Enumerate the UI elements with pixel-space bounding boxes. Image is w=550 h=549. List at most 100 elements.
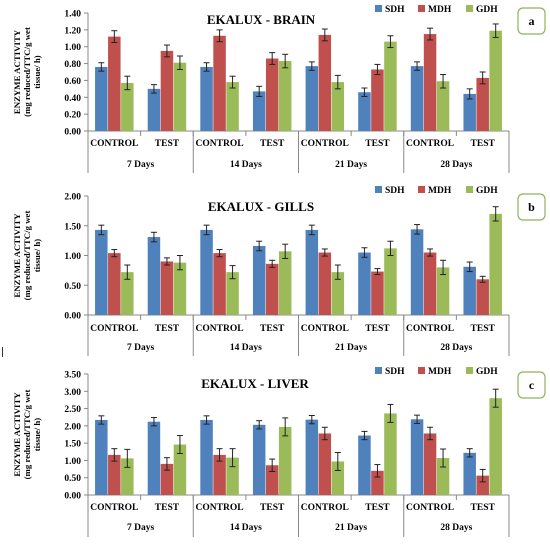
bar-sdh bbox=[463, 93, 476, 131]
legend-label-mdh: MDH bbox=[428, 367, 452, 377]
legend-label-sdh: SDH bbox=[385, 367, 405, 377]
bar-sdh bbox=[305, 419, 319, 495]
bar-sdh bbox=[358, 252, 371, 315]
bar-mdh bbox=[423, 34, 437, 132]
bar-gdh bbox=[331, 82, 345, 131]
y-tick-label: 1.00 bbox=[64, 43, 81, 53]
chart-panel-brain: 0.00 0.20 0.40 0.60 0.80 1.00 1.20 1.40 ENZYME A… bbox=[0, 0, 550, 178]
bar-sdh bbox=[95, 66, 108, 131]
bar-gdh bbox=[278, 61, 292, 131]
y-axis-label-line: ENZYME ACTIVITY bbox=[12, 392, 22, 477]
x-group-label: 21 Days bbox=[335, 523, 367, 533]
bar-sdh bbox=[410, 229, 424, 315]
x-category-label: CONTROL bbox=[301, 324, 349, 334]
bar-sdh bbox=[95, 229, 108, 315]
x-group-label: 14 Days bbox=[230, 343, 262, 353]
legend-swatch-sdh bbox=[375, 5, 382, 12]
bar-sdh bbox=[200, 229, 213, 315]
y-tick-label: 0.00 bbox=[64, 312, 81, 322]
bar-gdh bbox=[489, 213, 502, 315]
y-tick-label: 0.50 bbox=[64, 474, 81, 484]
legend-label-sdh: SDH bbox=[385, 186, 405, 196]
bar-gdh bbox=[489, 30, 502, 132]
x-category-label: TEST bbox=[471, 324, 496, 334]
x-category-label: CONTROL bbox=[196, 324, 244, 334]
y-tick-label: 0.80 bbox=[64, 60, 81, 70]
legend-swatch-sdh bbox=[375, 186, 382, 193]
legend-swatch-mdh bbox=[418, 186, 425, 193]
y-tick-label: 2.00 bbox=[64, 422, 81, 432]
y-axis-label-line: tissue/ h) bbox=[32, 418, 42, 452]
bar-mdh bbox=[108, 36, 121, 131]
bar-gdh bbox=[121, 272, 134, 315]
x-group-label: 21 Days bbox=[335, 160, 367, 170]
legend-swatch-mdh bbox=[418, 5, 425, 12]
panel-label-text: b bbox=[528, 200, 535, 214]
bar-mdh bbox=[371, 470, 384, 495]
bar-sdh bbox=[358, 435, 371, 495]
x-category-label: TEST bbox=[365, 324, 390, 334]
bar-mdh bbox=[423, 252, 437, 315]
legend-swatch-mdh bbox=[418, 367, 425, 374]
legend-swatch-sdh bbox=[375, 367, 382, 374]
bar-sdh bbox=[252, 424, 266, 495]
y-tick-label: 1.00 bbox=[64, 457, 81, 467]
bar-gdh bbox=[226, 82, 239, 131]
chart-title: EKALUX - LIVER bbox=[201, 376, 309, 391]
x-category-label: CONTROL bbox=[406, 324, 454, 334]
bar-gdh bbox=[121, 82, 134, 131]
y-axis-label-line: tissue/ h) bbox=[32, 239, 42, 273]
x-group-label: 7 Days bbox=[127, 160, 154, 170]
bar-gdh bbox=[278, 251, 292, 315]
bar-sdh bbox=[305, 229, 319, 315]
x-category-label: TEST bbox=[365, 503, 390, 513]
x-group-label: 14 Days bbox=[230, 523, 262, 533]
panel-label-badge bbox=[517, 7, 546, 35]
y-axis-label-line: (mg reduced/TTC/g wet bbox=[22, 211, 32, 301]
bar-mdh bbox=[160, 463, 174, 495]
bar-mdh bbox=[108, 253, 121, 315]
bar-mdh bbox=[108, 454, 121, 495]
bar-mdh bbox=[265, 58, 279, 132]
x-category-label: TEST bbox=[471, 503, 496, 513]
legend-label-mdh: MDH bbox=[428, 5, 452, 15]
x-category-label: CONTROL bbox=[90, 139, 138, 149]
y-axis-label-line: tissue/ h) bbox=[32, 55, 42, 89]
bar-gdh bbox=[121, 458, 134, 495]
bar-sdh bbox=[147, 421, 161, 495]
chart-title: EKALUX - GILLS bbox=[208, 199, 314, 214]
legend-label-gdh: GDH bbox=[476, 5, 498, 15]
chart-title: EKALUX - BRAIN bbox=[207, 12, 316, 27]
x-group-label: 14 Days bbox=[230, 160, 262, 170]
x-category-label: TEST bbox=[260, 324, 285, 334]
bar-mdh bbox=[318, 252, 332, 315]
y-tick-label: 0.00 bbox=[64, 128, 81, 138]
x-category-label: TEST bbox=[365, 139, 390, 149]
bar-sdh bbox=[410, 66, 424, 131]
panel-label-text: a bbox=[529, 14, 535, 28]
bar-sdh bbox=[252, 245, 266, 315]
chart-panel-gills: 0.00 0.50 1.00 1.50 2.00 ENZYME ACTIVITY (mg r… bbox=[0, 180, 550, 358]
legend-label-mdh: MDH bbox=[428, 186, 452, 196]
y-tick-label: 3.50 bbox=[64, 371, 81, 381]
bar-gdh bbox=[226, 272, 239, 315]
x-group-label: 28 Days bbox=[440, 343, 472, 353]
x-group-label: 21 Days bbox=[335, 343, 367, 353]
brain-chart: 0.00 0.20 0.40 0.60 0.80 1.00 1.20 1.40 ENZYME A… bbox=[12, 5, 546, 173]
y-tick-label: 0.20 bbox=[64, 111, 81, 121]
bar-mdh bbox=[265, 263, 279, 315]
bar-gdh bbox=[173, 62, 187, 131]
bar-sdh bbox=[463, 452, 476, 495]
legend-swatch-gdh bbox=[466, 186, 473, 193]
bar-mdh bbox=[213, 454, 226, 495]
legend-swatch-gdh bbox=[466, 5, 473, 12]
x-category-label: TEST bbox=[260, 139, 285, 149]
bar-gdh bbox=[331, 461, 345, 495]
legend-label-gdh: GDH bbox=[476, 367, 498, 377]
y-axis-label-line: ENZYME ACTIVITY bbox=[12, 213, 22, 298]
legend-label-gdh: GDH bbox=[476, 186, 498, 196]
x-category-label: CONTROL bbox=[406, 139, 454, 149]
y-tick-label: 1.00 bbox=[64, 252, 81, 262]
bar-sdh bbox=[147, 237, 161, 315]
y-tick-label: 1.50 bbox=[64, 222, 81, 232]
